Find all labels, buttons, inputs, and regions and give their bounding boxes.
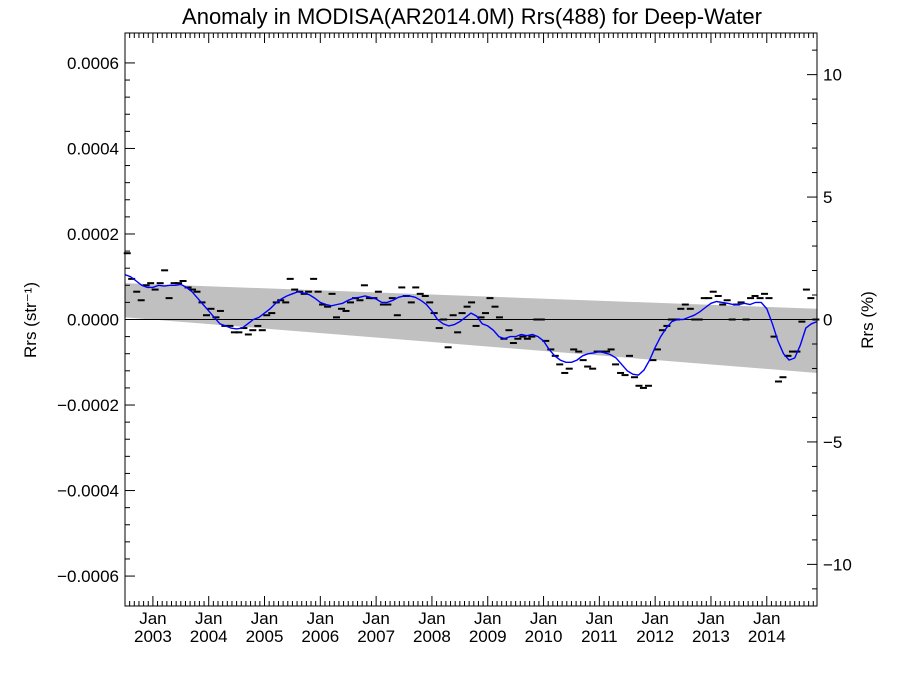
y-left-tick-label: −0.0006 [57,567,119,586]
x-tick-month-label: Jan [139,609,166,628]
y-left-tick-label: 0.0000 [67,311,119,330]
y-left-tick-label: −0.0002 [57,396,119,415]
x-tick-year-label: 2006 [301,627,339,646]
x-tick-month-label: Jan [362,609,389,628]
y-left-tick-label: 0.0004 [67,139,119,158]
x-tick-month-label: Jan [251,609,278,628]
y-left-tick-label: 0.0002 [67,225,119,244]
y-right-tick-label: −5 [823,433,842,452]
x-tick-month-label: Jan [586,609,613,628]
x-tick-year-label: 2012 [636,627,674,646]
x-tick-month-label: Jan [474,609,501,628]
trend-band-layer [125,283,817,373]
x-tick-year-label: 2010 [525,627,563,646]
x-tick-year-label: 2005 [246,627,284,646]
y-axis-left-label: Rrs (str⁻¹) [21,282,40,358]
x-tick-month-label: Jan [641,609,668,628]
x-tick-month-label: Jan [307,609,334,628]
y-right-tick-label: −10 [823,555,852,574]
ticks-layer: 0.0006 0.0004 0.0002 0.0000 −0.0002 −0.0004 −0… [57,33,852,646]
x-tick-year-label: 2011 [581,627,618,646]
x-tick-month-label: Jan [418,609,445,628]
y-right-tick-label: 0 [823,311,832,330]
x-tick-month-label: Jan [697,609,724,628]
x-tick-year-label: 2007 [357,627,395,646]
y-right-tick-label: 5 [823,188,832,207]
trend-band [125,283,817,373]
smoothed-line [124,273,818,376]
y-axis-right-label: Rrs (%) [858,291,877,349]
x-tick-year-label: 2014 [748,627,786,646]
x-tick-month-label: Jan [530,609,557,628]
x-tick-year-label: 2004 [190,627,228,646]
y-left-tick-label: −0.0004 [57,482,119,501]
smoothed-line-layer [124,273,818,376]
x-tick-month-label: Jan [195,609,222,628]
x-tick-year-label: 2003 [134,627,172,646]
x-tick-year-label: 2009 [469,627,507,646]
chart-title: Anomaly in MODISA(AR2014.0M) Rrs(488) fo… [182,4,762,29]
x-tick-year-label: 2013 [692,627,730,646]
y-right-tick-label: 10 [823,66,842,85]
x-tick-year-label: 2008 [413,627,451,646]
x-tick-month-label: Jan [753,609,780,628]
y-left-tick-label: 0.0006 [67,54,119,73]
